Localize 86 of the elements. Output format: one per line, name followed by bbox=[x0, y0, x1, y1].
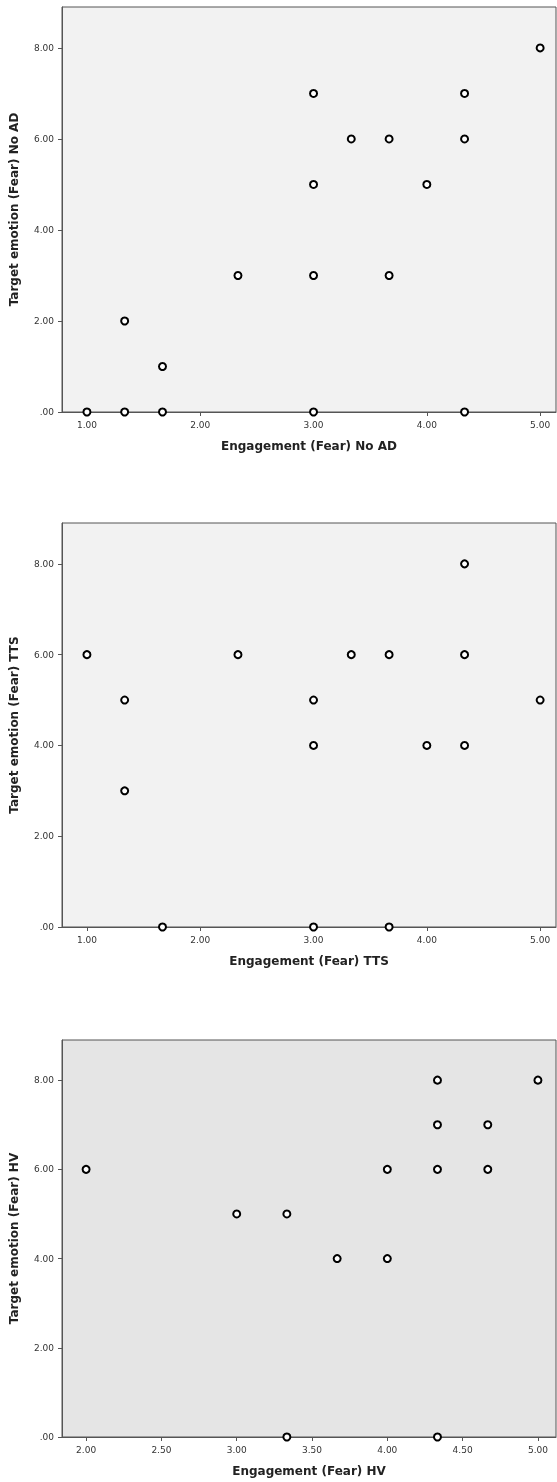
y-tick-label: 6.00 bbox=[33, 649, 55, 660]
point bbox=[460, 650, 470, 660]
y-tick-label: 2.00 bbox=[33, 1342, 55, 1353]
y-tick-label: 6.00 bbox=[33, 1164, 55, 1175]
point bbox=[158, 922, 167, 932]
y-tick-label: .00 bbox=[39, 407, 55, 417]
point bbox=[81, 1164, 91, 1174]
point bbox=[120, 695, 130, 705]
point bbox=[309, 695, 319, 705]
x-tick-label: 3.00 bbox=[303, 934, 324, 945]
point bbox=[82, 650, 92, 660]
point bbox=[233, 650, 243, 660]
y-tick-label: 2.00 bbox=[33, 831, 55, 842]
x-tick-label: 2.00 bbox=[190, 934, 211, 945]
x-tick-label: 4.00 bbox=[377, 1444, 398, 1455]
point bbox=[232, 1209, 242, 1219]
point bbox=[309, 922, 319, 932]
x-tick-label: 2.00 bbox=[76, 1444, 97, 1455]
x-tick-label: 1.00 bbox=[76, 934, 98, 945]
x-tick-label: 4.00 bbox=[416, 934, 438, 945]
point bbox=[332, 1254, 342, 1264]
x-tick-label: 4.00 bbox=[416, 419, 438, 430]
y-tick-label: .00 bbox=[39, 1432, 55, 1442]
point bbox=[309, 88, 319, 98]
x-tick-label: 1.00 bbox=[76, 419, 98, 430]
x-axis-title: Engagement (Fear) TTS bbox=[229, 954, 389, 968]
y-axis-title: Target emotion (Fear) TTS bbox=[7, 636, 21, 814]
x-tick-label: 3.00 bbox=[226, 1444, 247, 1455]
point bbox=[309, 179, 319, 189]
point bbox=[384, 922, 394, 932]
x-tick-label: 5.00 bbox=[527, 1444, 549, 1455]
point bbox=[120, 407, 130, 417]
point bbox=[82, 407, 92, 417]
x-tick-label: 3.50 bbox=[301, 1444, 323, 1455]
point bbox=[432, 1120, 442, 1130]
x-tick-label: 2.50 bbox=[151, 1444, 172, 1455]
point bbox=[460, 88, 470, 98]
point bbox=[460, 407, 470, 417]
x-tick-label: 5.00 bbox=[530, 934, 551, 945]
point bbox=[120, 316, 130, 326]
point bbox=[432, 1164, 442, 1174]
point bbox=[422, 740, 432, 750]
y-tick-label: .00 bbox=[39, 922, 55, 932]
point bbox=[309, 407, 319, 417]
y-tick-label: 4.00 bbox=[33, 224, 55, 235]
x-tick-label: 3.00 bbox=[303, 419, 324, 430]
point bbox=[432, 1075, 442, 1085]
y-tick-label: 2.00 bbox=[33, 315, 55, 326]
point bbox=[382, 1164, 392, 1174]
point bbox=[460, 559, 470, 569]
y-tick-label: 8.00 bbox=[33, 558, 55, 569]
y-axis-title: Target emotion (Fear) HV bbox=[7, 1152, 21, 1325]
y-tick-label: 4.00 bbox=[33, 1253, 55, 1264]
y-tick-label: 8.00 bbox=[33, 42, 55, 53]
x-tick-label: 5.00 bbox=[530, 419, 551, 430]
x-tick-label: 2.00 bbox=[190, 419, 211, 430]
point bbox=[384, 134, 394, 144]
x-axis-title: Engagement (Fear) HV bbox=[232, 1464, 387, 1478]
x-axis-title: Engagement (Fear) No AD bbox=[221, 439, 398, 453]
point bbox=[384, 270, 394, 280]
x-tick-label: 4.50 bbox=[452, 1444, 473, 1455]
point bbox=[460, 134, 470, 144]
point bbox=[533, 1075, 543, 1085]
point bbox=[158, 362, 167, 371]
point bbox=[282, 1209, 292, 1219]
point bbox=[309, 740, 319, 750]
point bbox=[422, 179, 432, 189]
point bbox=[535, 43, 545, 53]
point bbox=[120, 786, 130, 796]
point bbox=[282, 1432, 292, 1442]
point bbox=[483, 1120, 493, 1130]
y-tick-label: 8.00 bbox=[33, 1075, 55, 1086]
point bbox=[158, 407, 167, 417]
point bbox=[346, 650, 356, 660]
y-tick-label: 4.00 bbox=[33, 740, 55, 751]
point bbox=[233, 270, 243, 280]
y-tick-label: 6.00 bbox=[33, 133, 55, 144]
point bbox=[382, 1254, 392, 1264]
point bbox=[432, 1432, 442, 1442]
point bbox=[460, 740, 470, 750]
point bbox=[309, 270, 319, 280]
point bbox=[346, 134, 356, 144]
y-axis-title: Target emotion (Fear) No AD bbox=[7, 112, 21, 307]
point bbox=[535, 695, 545, 705]
point bbox=[384, 650, 394, 660]
point bbox=[483, 1164, 493, 1174]
